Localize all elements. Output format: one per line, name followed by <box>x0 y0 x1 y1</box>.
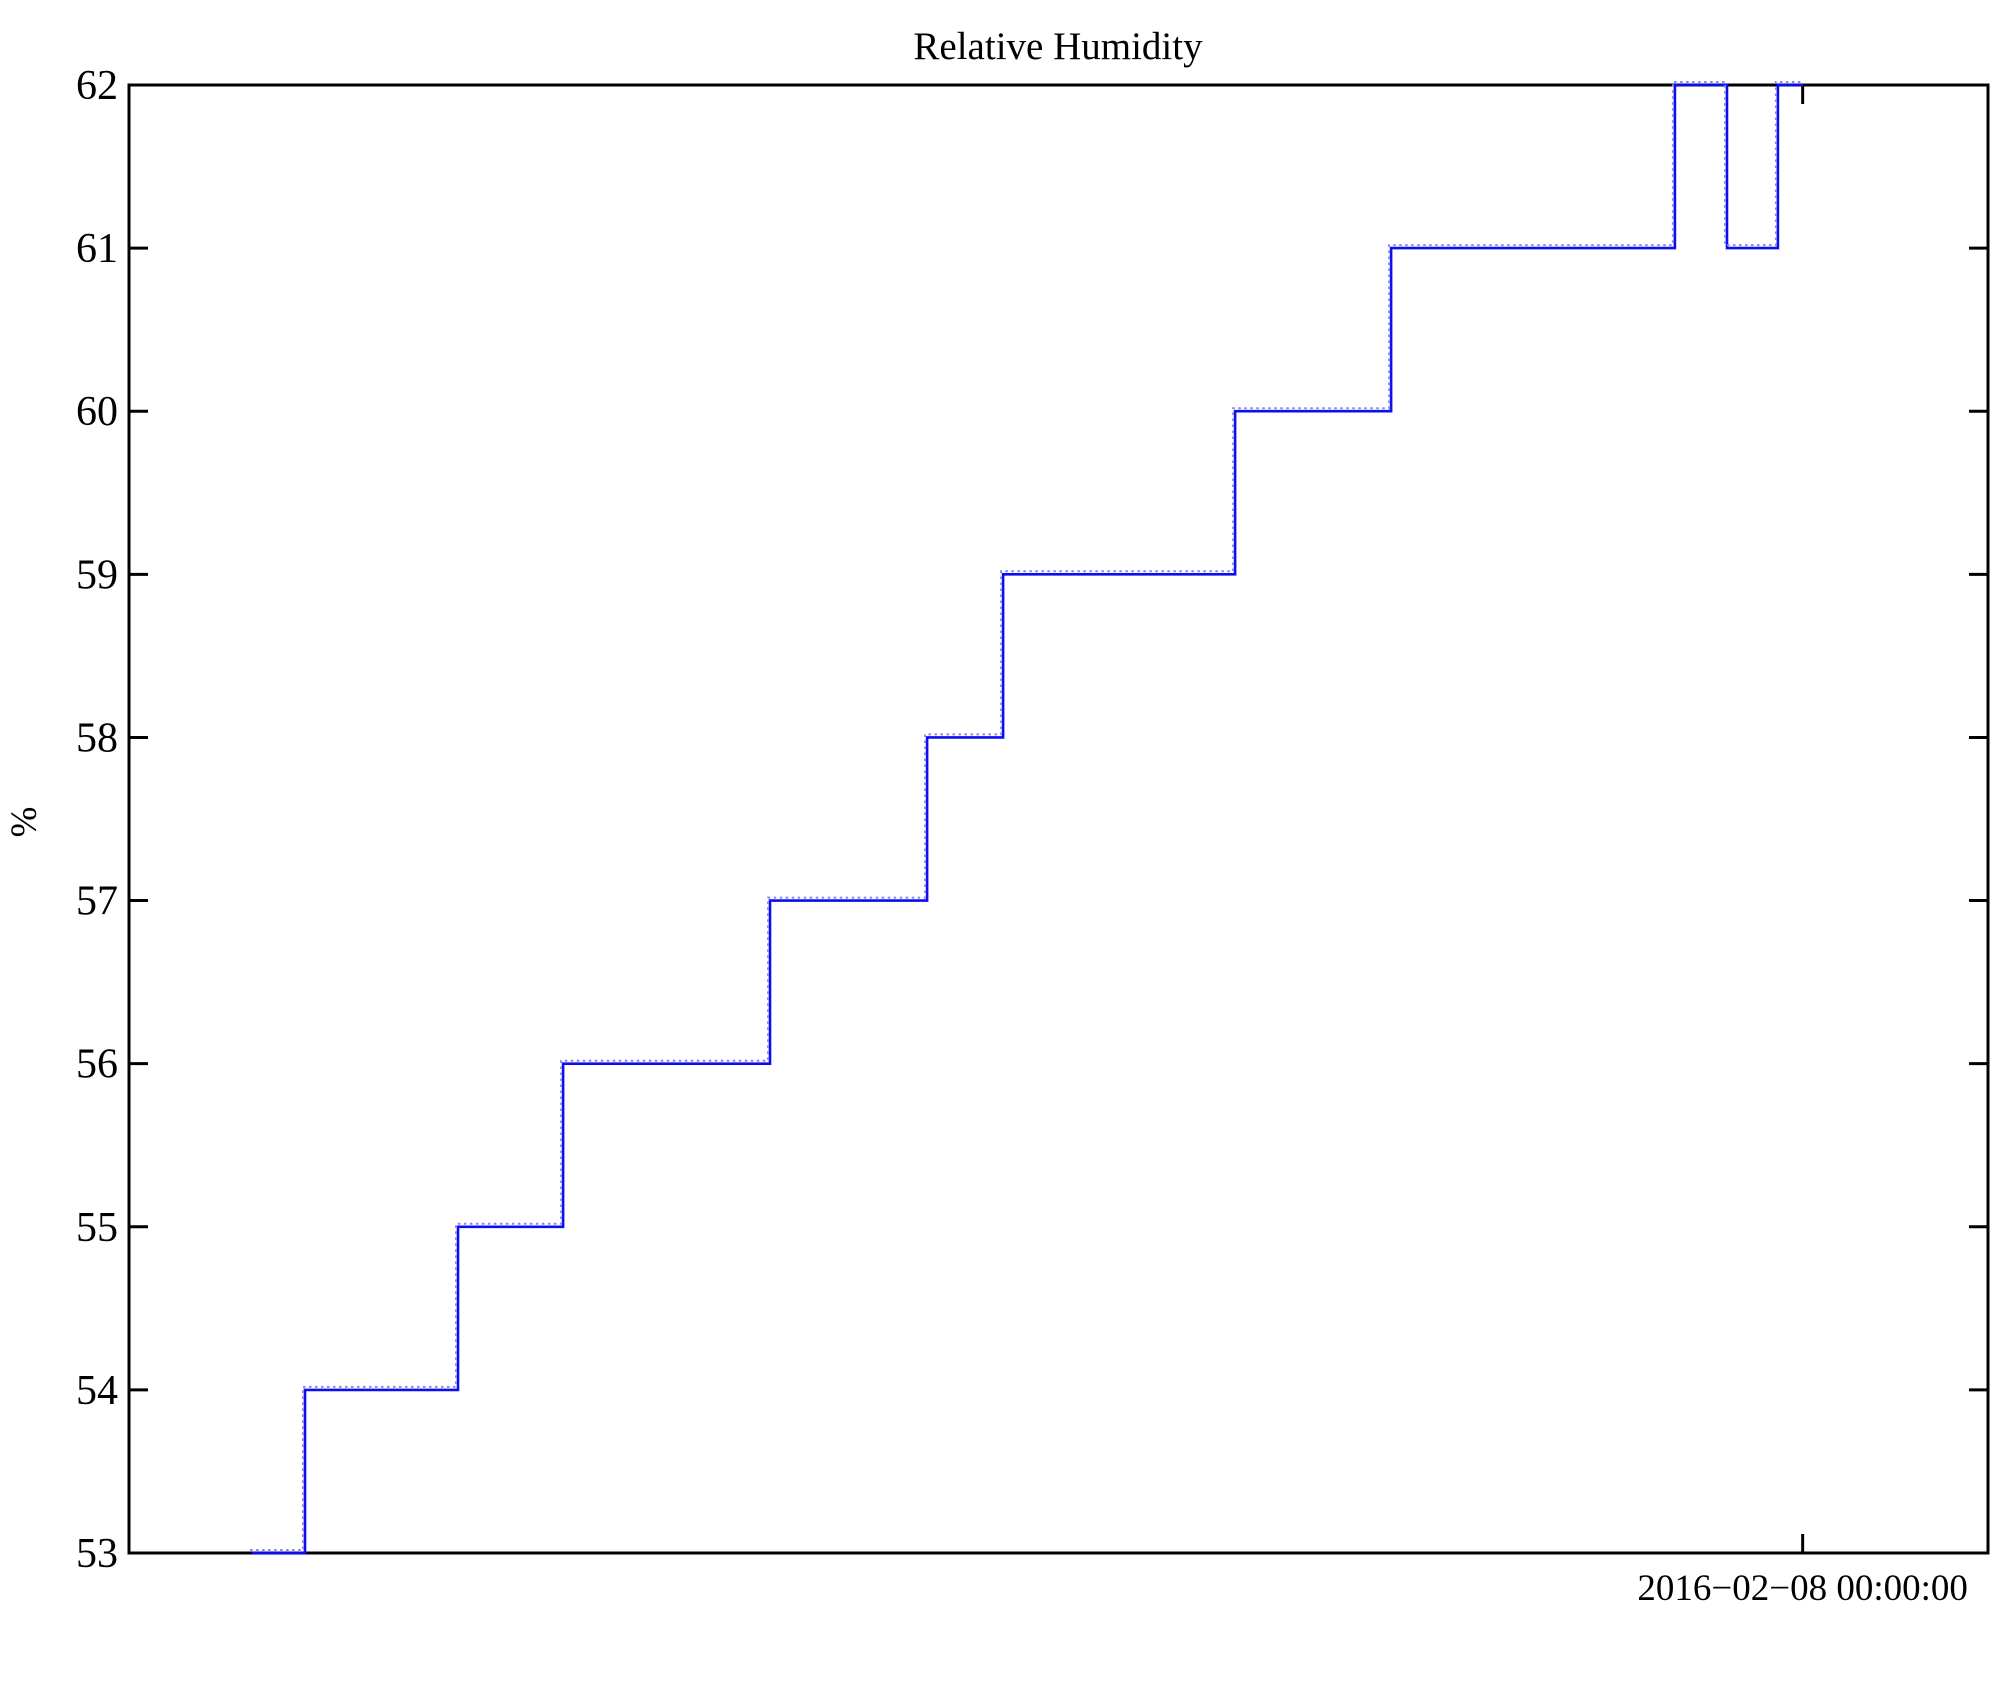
y-tick-label: 60 <box>76 389 118 435</box>
y-tick-label: 54 <box>76 1368 118 1414</box>
y-tick-label: 61 <box>76 226 118 272</box>
humidity-line-marker-overlay <box>250 81 1801 1551</box>
y-axis-ticks: 53 54 55 56 57 58 59 60 61 62 <box>76 63 1988 1577</box>
plot-box <box>127 83 1990 1555</box>
x-axis-ticks: 2016−02−08 00:00:00 <box>1637 85 1968 1609</box>
y-tick-label: 58 <box>76 715 118 761</box>
y-tick-label: 57 <box>76 879 118 925</box>
chart-title: Relative Humidity <box>913 25 1203 68</box>
y-tick-label: 62 <box>76 63 118 109</box>
y-axis-label: % <box>4 807 45 838</box>
y-tick-label: 53 <box>76 1531 118 1577</box>
y-tick-label: 59 <box>76 552 118 598</box>
y-tick-label: 55 <box>76 1205 118 1251</box>
x-tick-label: 2016−02−08 00:00:00 <box>1637 1568 1968 1609</box>
plot-border <box>127 83 1990 1555</box>
humidity-line <box>252 83 1803 1555</box>
y-tick-label: 56 <box>76 1042 118 1088</box>
humidity-step-line <box>250 81 1803 1555</box>
